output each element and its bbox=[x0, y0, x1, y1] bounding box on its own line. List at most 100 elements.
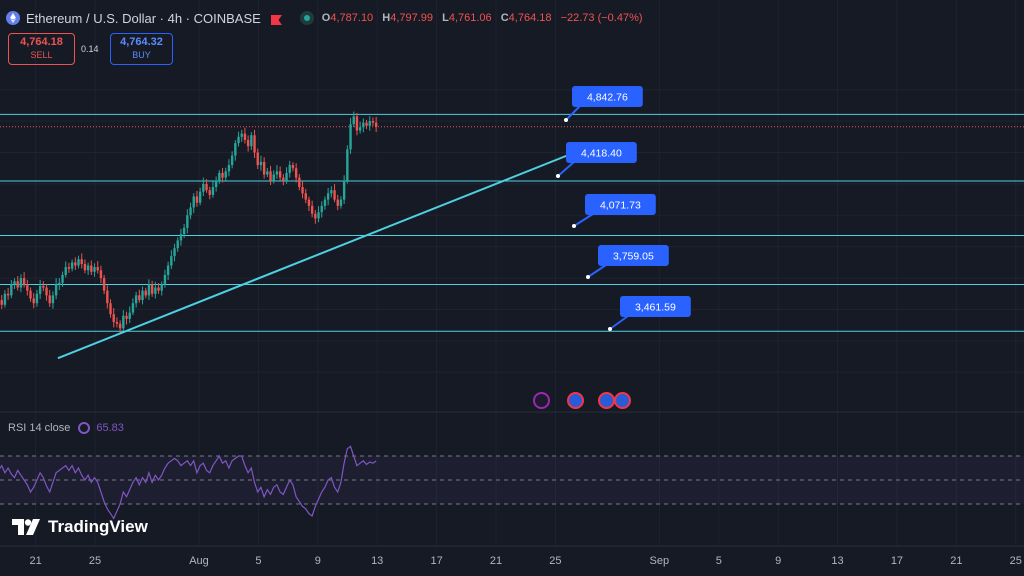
candle-body bbox=[54, 284, 58, 296]
candle-body bbox=[205, 183, 208, 191]
callout-pointer bbox=[573, 213, 594, 227]
candle-body bbox=[35, 293, 39, 304]
candle-body bbox=[307, 199, 311, 206]
buy-label: BUY bbox=[132, 50, 151, 60]
x-tick-label: 25 bbox=[1010, 555, 1022, 567]
buy-button[interactable]: 4,764.32 BUY bbox=[110, 33, 173, 65]
flag-icon[interactable] bbox=[270, 13, 282, 25]
candle-body bbox=[48, 295, 51, 304]
callout-box bbox=[598, 245, 669, 266]
us-flag-event-icon[interactable] bbox=[614, 392, 631, 409]
x-tick-label: Sep bbox=[650, 555, 670, 567]
candle-body bbox=[198, 191, 202, 203]
x-tick-label: 5 bbox=[255, 555, 261, 567]
candle-body bbox=[45, 287, 48, 296]
candle-body bbox=[86, 265, 90, 271]
candle-body bbox=[80, 259, 83, 264]
candle-body bbox=[118, 323, 122, 329]
candle-body bbox=[301, 187, 304, 194]
candle-body bbox=[272, 174, 275, 181]
tradingview-logo-icon bbox=[12, 519, 40, 535]
x-tick-label: 21 bbox=[950, 555, 962, 567]
rsi-settings-icon[interactable] bbox=[78, 422, 91, 434]
candle-body bbox=[221, 172, 224, 178]
candle-body bbox=[67, 267, 71, 269]
candle-body bbox=[90, 265, 93, 272]
candle-body bbox=[336, 199, 339, 206]
candle-body bbox=[285, 172, 288, 181]
candle-body bbox=[253, 135, 256, 153]
x-tick-label: 9 bbox=[775, 555, 781, 567]
candle-body bbox=[262, 161, 266, 175]
candle-body bbox=[160, 284, 163, 291]
callout-pointer bbox=[609, 315, 629, 330]
candle-body bbox=[346, 149, 349, 181]
candle-body bbox=[125, 315, 128, 319]
rsi-value: 65.83 bbox=[96, 422, 124, 434]
us-flag-event-icon[interactable] bbox=[567, 392, 584, 409]
ethereum-icon bbox=[6, 11, 20, 25]
candle-body bbox=[368, 121, 371, 126]
candle-body bbox=[102, 278, 106, 291]
candle-body bbox=[83, 263, 87, 271]
candle-body bbox=[170, 256, 173, 266]
x-tick-label: 17 bbox=[430, 555, 442, 567]
chart-header: Ethereum / U.S. Dollar · 4h · COINBASE O… bbox=[6, 9, 649, 27]
callout-label: 3,461.59 bbox=[635, 302, 676, 314]
candle-body bbox=[218, 172, 221, 181]
candle-body bbox=[38, 285, 42, 294]
us-flag-event-icon[interactable] bbox=[598, 392, 615, 409]
candle-body bbox=[256, 152, 259, 166]
callout-anchor bbox=[608, 327, 612, 331]
market-status-icon[interactable] bbox=[299, 11, 314, 25]
x-tick-label: 25 bbox=[549, 555, 561, 567]
callout-anchor bbox=[556, 174, 560, 178]
candle-body bbox=[93, 267, 96, 272]
candle-body bbox=[234, 143, 237, 156]
rsi-title: RSI 14 close bbox=[8, 422, 71, 434]
candle-body bbox=[141, 290, 144, 301]
rsi-line bbox=[0, 445, 377, 520]
candle-body bbox=[13, 281, 16, 285]
candle-body bbox=[182, 227, 186, 235]
sell-label: SELL bbox=[30, 50, 53, 60]
candle-body bbox=[70, 262, 74, 269]
sell-button[interactable]: 4,764.18 SELL bbox=[8, 33, 75, 65]
candle-body bbox=[202, 183, 205, 192]
logo-text: TradingView bbox=[48, 517, 148, 536]
buy-price: 4,764.32 bbox=[120, 36, 163, 48]
rsi-legend[interactable]: RSI 14 close 65.83 bbox=[8, 422, 124, 434]
callout-anchor bbox=[572, 224, 576, 228]
candle-body bbox=[112, 314, 115, 323]
candle-body bbox=[230, 155, 234, 166]
candle-body bbox=[211, 187, 215, 195]
candle-body bbox=[333, 190, 336, 200]
candle-body bbox=[51, 295, 55, 304]
callout-pointer bbox=[587, 264, 607, 278]
symbol-title[interactable]: Ethereum / U.S. Dollar · 4h · COINBASE bbox=[26, 10, 261, 26]
candle-body bbox=[19, 278, 23, 288]
candle-body bbox=[16, 281, 19, 288]
x-tick-label: 5 bbox=[716, 555, 722, 567]
candle-body bbox=[144, 290, 147, 296]
callout-pointer bbox=[565, 105, 581, 121]
candle-body bbox=[269, 171, 272, 181]
candle-body bbox=[240, 133, 243, 137]
event-bolt-icon[interactable] bbox=[533, 392, 550, 409]
candle-body bbox=[115, 322, 119, 324]
candle-body bbox=[288, 165, 291, 173]
candle-body bbox=[10, 284, 13, 296]
callout-anchor bbox=[586, 275, 590, 279]
callout-label: 4,418.40 bbox=[581, 148, 622, 160]
candle-body bbox=[32, 298, 35, 304]
candle-body bbox=[138, 295, 141, 301]
candle-body bbox=[208, 190, 211, 195]
candle-body bbox=[266, 171, 269, 175]
candle-body bbox=[243, 133, 247, 140]
candle-body bbox=[227, 165, 231, 172]
candle-body bbox=[176, 240, 179, 249]
candle-body bbox=[157, 287, 160, 291]
tradingview-logo[interactable]: TradingView bbox=[12, 517, 148, 537]
callout-anchor bbox=[564, 118, 568, 122]
